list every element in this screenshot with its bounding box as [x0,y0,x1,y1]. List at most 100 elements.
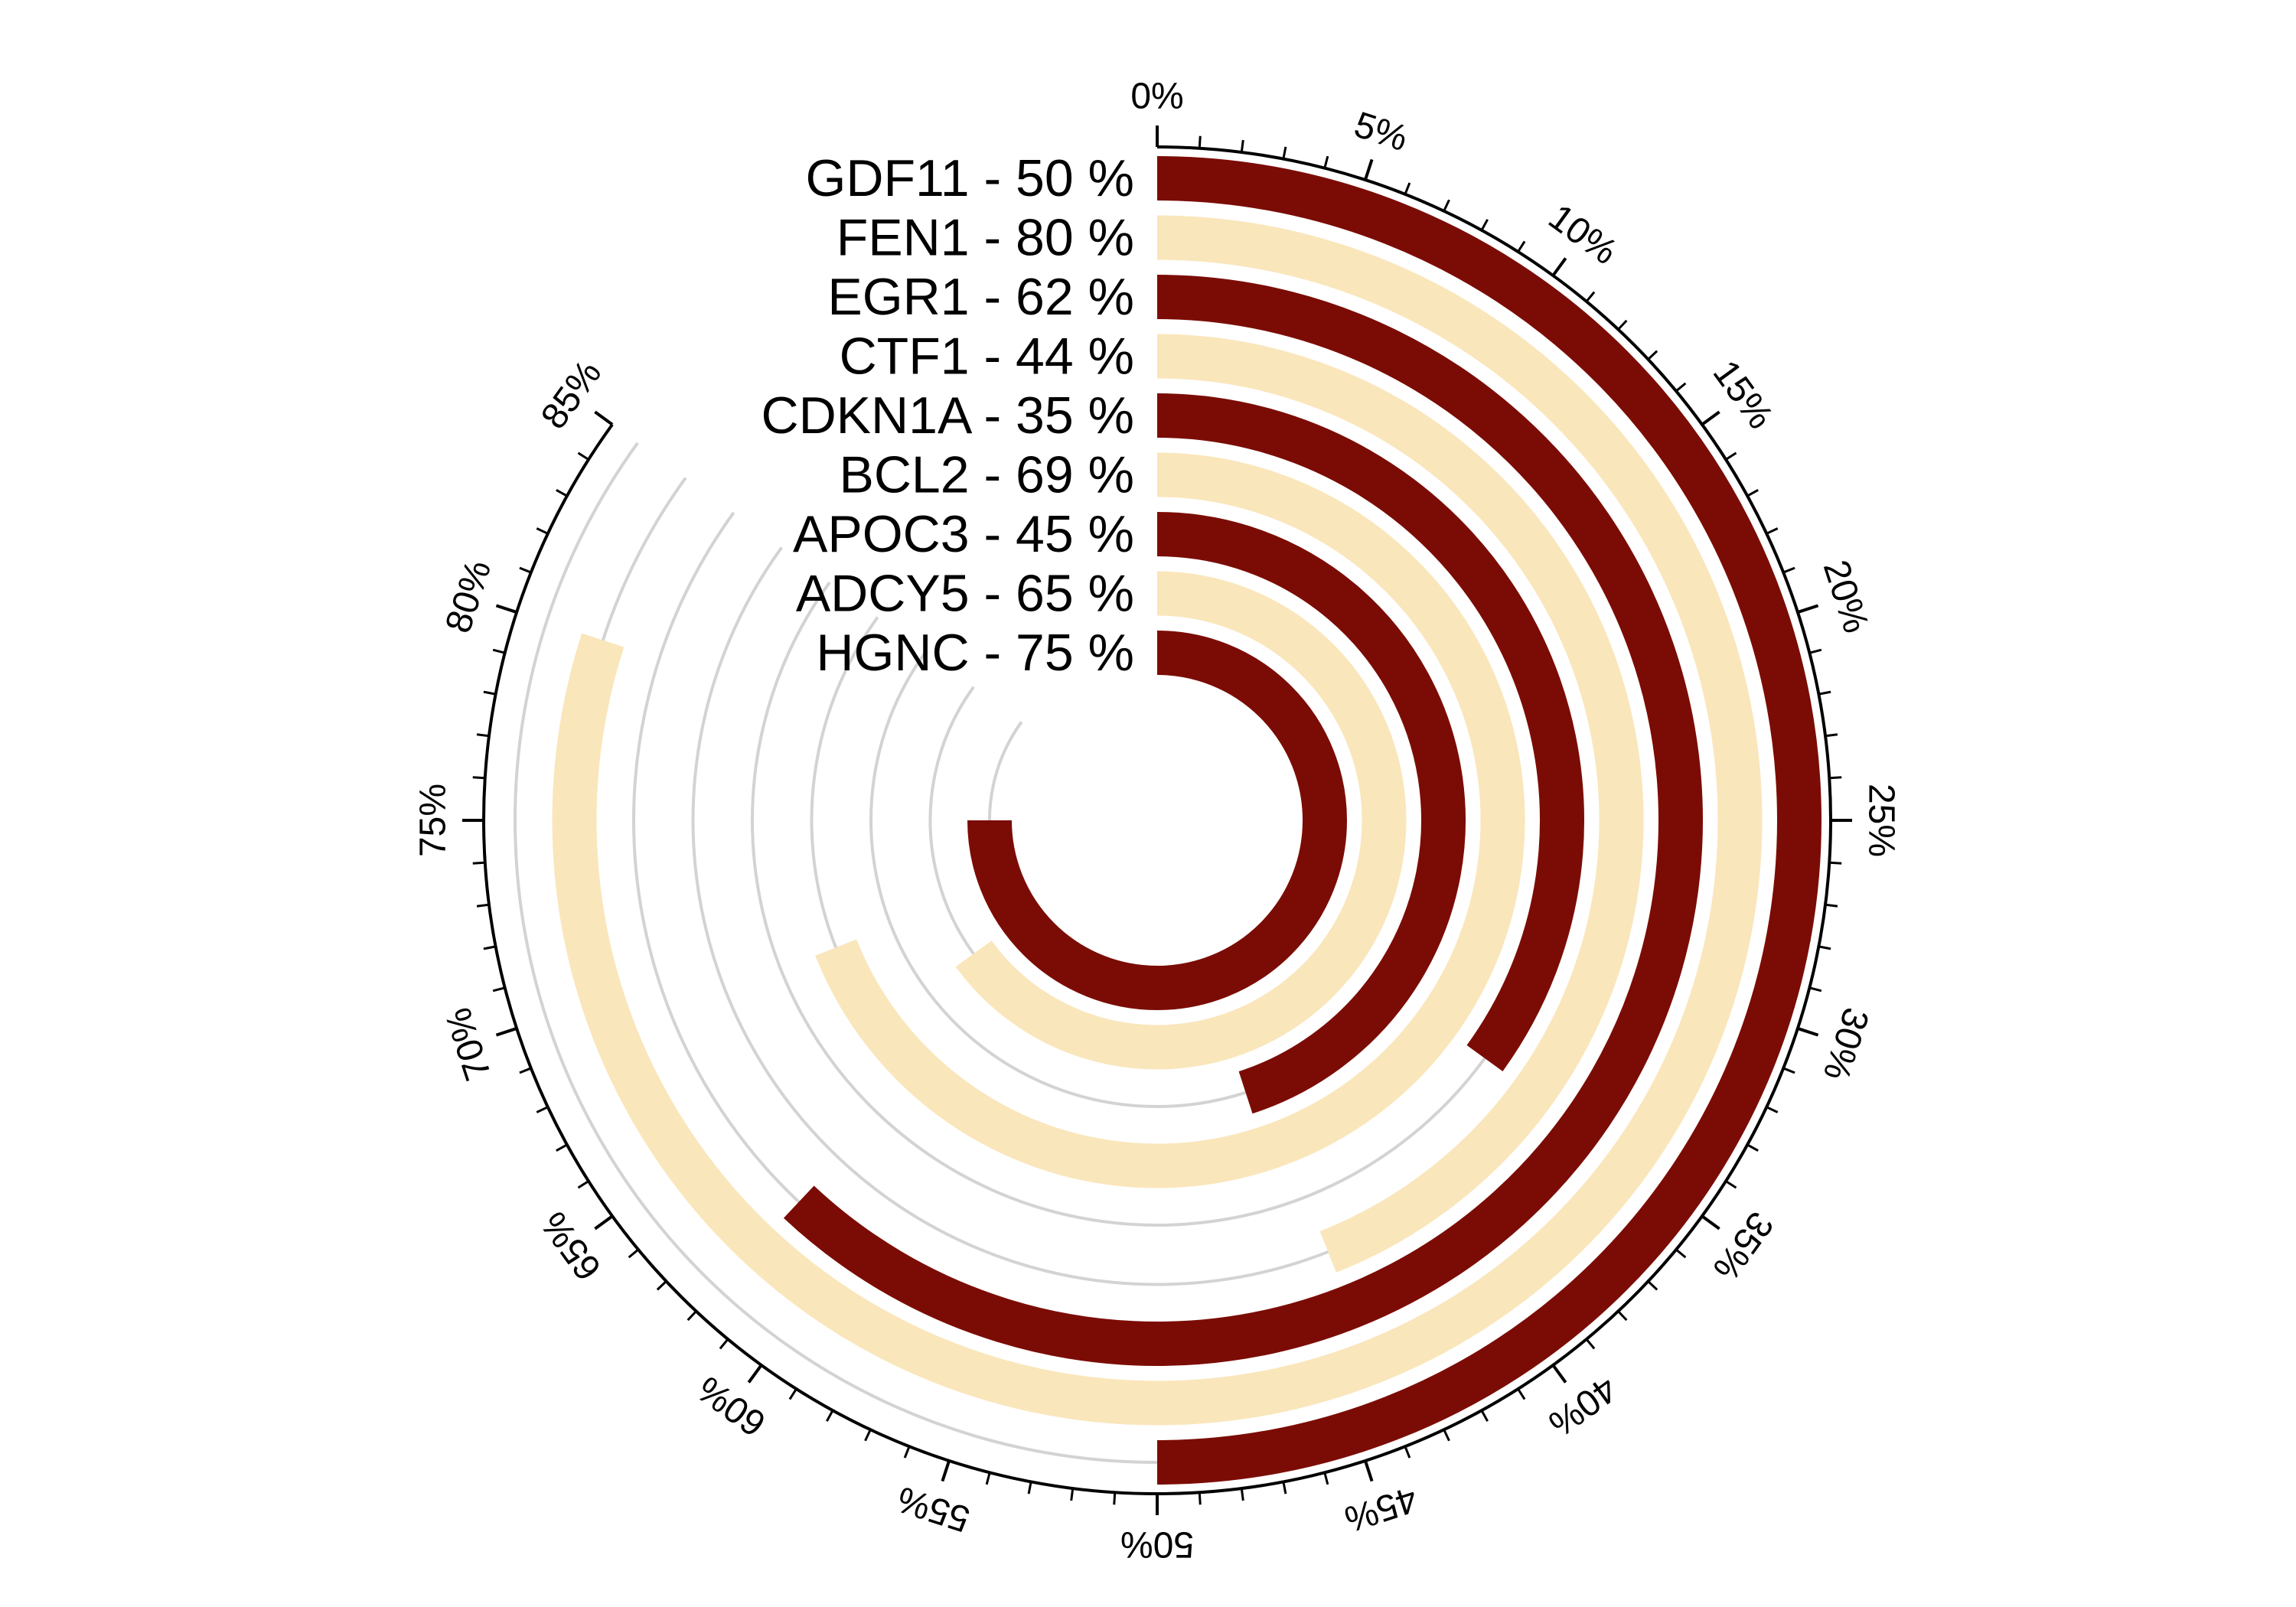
minor-tick [1808,648,1822,654]
minor-tick [1818,690,1831,696]
major-tick [594,1214,614,1231]
minor-tick [1725,1180,1737,1189]
tick-label: 30% [1815,1002,1877,1085]
minor-tick [483,690,496,696]
minor-tick [1070,1488,1075,1501]
minor-tick [1825,903,1838,908]
minor-tick [577,451,589,461]
axis-line [482,145,1832,1495]
minor-tick [656,1280,667,1291]
minor-tick [1782,566,1795,574]
minor-tick [1766,1106,1779,1113]
tick-label: 20% [1815,556,1877,638]
minor-tick [1480,219,1489,231]
minor-tick [628,1248,639,1259]
bar-gdf11 [1156,156,1821,1485]
bar-label-bcl2: BCL2 - 69 % [839,446,1134,504]
minor-tick [1517,240,1526,253]
major-tick [1551,257,1567,277]
major-tick [1701,410,1720,426]
bar-label-fen1: FEN1 - 80 % [837,209,1134,267]
minor-tick [1443,1429,1450,1442]
minor-tick [577,1180,589,1189]
minor-tick [556,489,568,497]
major-tick [1797,604,1819,614]
minor-tick [1404,1446,1411,1459]
tick-label: 45% [1339,1478,1422,1540]
minor-tick [826,1410,834,1422]
minor-tick [1746,489,1759,497]
minor-tick [483,945,496,950]
minor-tick [1404,182,1411,195]
minor-tick [1240,139,1244,153]
major-tick [594,410,614,426]
minor-tick [719,1338,729,1350]
bar-label-adcy5: ADCY5 - 65 % [796,565,1134,623]
minor-tick [1282,146,1287,159]
minor-tick [536,1106,549,1113]
minor-tick [1675,382,1687,393]
minor-tick [1585,291,1596,302]
bar-label-ctf1: CTF1 - 44 % [840,328,1134,386]
minor-tick [1617,319,1628,331]
minor-tick [864,1429,872,1442]
minor-tick [492,986,506,993]
major-tick [1797,1027,1819,1037]
minor-tick [1443,199,1450,212]
minor-tick [556,1143,568,1152]
tick-label: 80% [438,556,499,638]
bar-hgnc [967,631,1347,1010]
tick-label: 75% [413,784,454,857]
minor-tick [536,527,549,535]
bar-label-cdkn1a: CDKN1A - 35 % [761,386,1134,445]
minor-tick [1323,155,1329,169]
minor-tick [788,1388,797,1400]
minor-tick [687,1310,697,1322]
minor-tick [1746,1143,1759,1152]
minor-tick [1647,1280,1658,1291]
bar-ctf1 [1156,334,1644,1273]
tick-label: 40% [1541,1368,1625,1444]
minor-tick [476,733,490,738]
minor-tick [1782,1067,1795,1074]
tick-label: 65% [533,1204,609,1288]
minor-tick [1282,1482,1287,1495]
minor-tick [1647,350,1658,360]
minor-tick [1825,733,1838,738]
minor-tick [1027,1482,1032,1495]
bar-series [552,156,1821,1485]
minor-tick [1480,1410,1489,1422]
tick-label: 60% [690,1368,774,1444]
minor-tick [903,1446,911,1459]
minor-tick [1323,1472,1329,1485]
minor-tick [1808,986,1822,993]
major-tick [941,1460,951,1482]
major-tick [1701,1214,1720,1231]
tick-label: 70% [438,1002,499,1085]
minor-tick [985,1472,991,1485]
bar-bcl2 [815,452,1525,1188]
minor-tick [1829,861,1842,865]
minor-tick [519,566,532,574]
bar-label-hgnc: HGNC - 75 % [816,624,1134,682]
major-tick [747,1364,763,1384]
tick-label: 85% [533,354,609,437]
minor-tick [1829,776,1842,780]
bar-label-gdf11: GDF11 - 50 % [805,149,1134,207]
tick-label: 35% [1705,1204,1781,1288]
tick-label: 15% [1705,354,1781,437]
bar-label-apoc3: APOC3 - 45 % [793,505,1134,563]
minor-tick [1198,135,1202,148]
bar-label-egr1: EGR1 - 62 % [827,268,1134,326]
tick-label: 5% [1349,104,1412,159]
tick-label: 10% [1541,197,1625,272]
major-tick [495,604,517,614]
minor-tick [476,903,490,908]
minor-tick [1240,1488,1244,1501]
minor-tick [492,648,506,654]
major-tick [1364,158,1374,181]
bar-adcy5 [955,571,1407,1070]
tick-label: 25% [1861,784,1902,857]
major-tick [1551,1364,1567,1384]
